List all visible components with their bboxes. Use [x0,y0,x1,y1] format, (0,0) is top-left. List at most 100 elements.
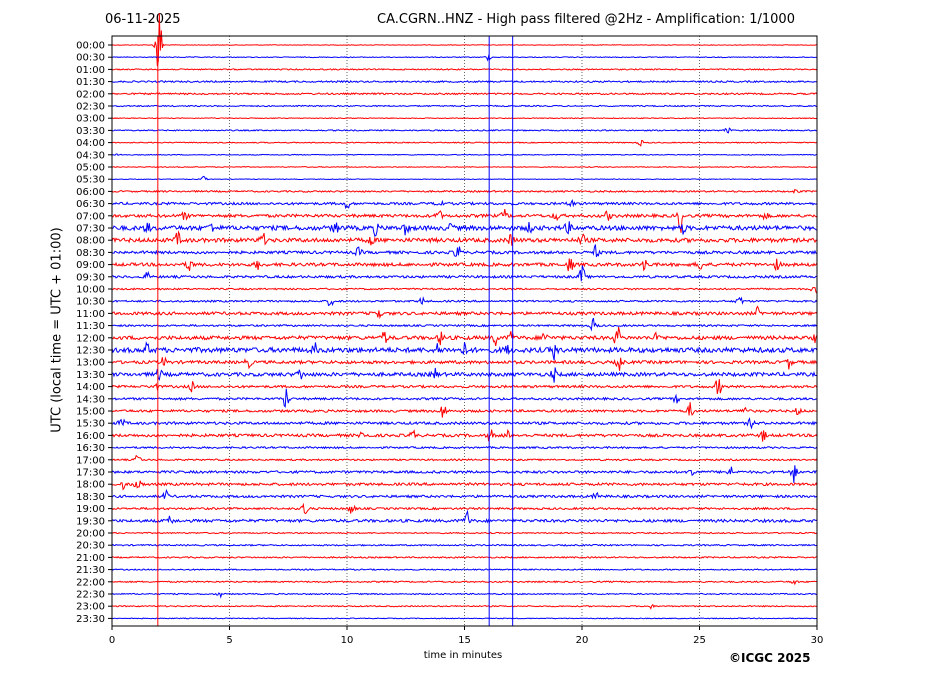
trace-0430 [111,153,818,157]
trace-1500 [111,402,818,418]
trace-1530 [111,417,818,430]
y-tick-label: 05:30 [76,175,105,186]
trace-2000 [111,531,818,535]
y-tick-label: 14:00 [76,382,105,393]
y-tick-label: 14:30 [76,394,105,405]
trace-1330 [111,367,818,383]
trace-1900 [111,502,818,515]
y-tick-label: 12:30 [76,346,105,357]
trace-1130 [111,317,818,332]
trace-1700 [111,454,818,462]
x-tick-label: 30 [811,635,824,646]
trace-0200 [111,92,818,96]
y-tick-label: 07:00 [76,211,105,222]
trace-1800 [111,480,818,491]
trace-1730 [111,465,818,483]
y-tick-label: 01:30 [76,77,105,88]
y-tick-label: 18:30 [76,492,105,503]
trace-0500 [111,165,818,168]
trace-2200 [111,579,818,586]
trace-1100 [111,305,818,320]
y-tick-label: 13:30 [76,370,105,381]
trace-1630 [111,445,818,450]
trace-1400 [111,379,818,394]
y-tick-label: 19:30 [76,516,105,527]
y-tick-label: 15:30 [76,419,105,430]
y-tick-label: 04:00 [76,138,105,149]
y-tick-label: 10:00 [76,285,105,296]
y-tick-label: 02:30 [76,102,105,113]
trace-0800 [111,230,818,246]
y-tick-label: 21:00 [76,553,105,564]
trace-0230 [111,104,818,108]
trace-1830 [111,488,818,500]
y-tick-label: 17:30 [76,468,105,479]
trace-0130 [111,79,818,84]
y-tick-label: 03:00 [76,114,105,125]
y-tick-label: 09:00 [76,260,105,271]
y-tick-label: 13:00 [76,358,105,369]
trace-1600 [111,428,818,442]
y-tick-label: 18:00 [76,480,105,491]
trace-0100 [111,68,818,71]
y-tick-label: 00:00 [76,41,105,52]
y-tick-label: 09:30 [76,272,105,283]
x-tick-label: 10 [341,635,354,646]
trace-2100 [111,555,818,559]
y-tick-label: 07:30 [76,224,105,235]
y-tick-label: 20:00 [76,529,105,540]
trace-2300 [111,603,818,610]
trace-2130 [111,568,818,571]
y-tick-label: 01:00 [76,65,105,76]
trace-0300 [111,117,818,120]
y-tick-label: 08:30 [76,248,105,259]
y-tick-label: 05:00 [76,163,105,174]
y-tick-label: 10:30 [76,297,105,308]
trace-0930 [111,265,818,282]
copyright-label: ©ICGC 2025 [729,651,811,665]
date-label: 06-11-2025 [105,12,181,27]
y-tick-label: 11:00 [76,309,105,320]
trace-0330 [111,127,818,134]
y-tick-label: 23:30 [76,614,105,625]
trace-0630 [111,199,818,210]
y-tick-label: 17:00 [76,455,105,466]
trace-0700 [111,209,818,233]
y-tick-label: 22:30 [76,590,105,601]
x-tick-label: 15 [458,635,471,646]
y-tick-label: 21:30 [76,565,105,576]
trace-0730 [111,221,818,237]
trace-0830 [111,244,818,258]
trace-1000 [111,286,818,294]
y-tick-label: 19:00 [76,504,105,515]
y-tick-label: 06:00 [76,187,105,198]
trace-0900 [111,258,818,272]
x-axis-label: time in minutes [423,650,503,661]
trace-0000 [111,13,818,67]
trace-0600 [111,188,818,194]
trace-1030 [111,296,818,307]
y-tick-label: 03:30 [76,126,105,137]
x-tick-label: 20 [576,635,589,646]
y-tick-label: 04:30 [76,150,105,161]
y-tick-label: 06:30 [76,199,105,210]
y-tick-label: 15:00 [76,407,105,418]
y-tick-label: 02:00 [76,89,105,100]
trace-2330 [111,617,818,620]
y-tick-label: 12:00 [76,333,105,344]
trace-2030 [111,543,818,547]
y-tick-label: 08:00 [76,236,105,247]
y-tick-label: 16:00 [76,431,105,442]
y-tick-label: 23:00 [76,602,105,613]
y-tick-label: 20:30 [76,541,105,552]
x-tick-label: 5 [226,635,232,646]
y-tick-label: 11:30 [76,321,105,332]
trace-1230 [111,340,818,361]
trace-1430 [111,388,818,408]
y-tick-label: 00:30 [76,53,105,64]
x-tick-label: 0 [109,635,115,646]
y-tick-label: 16:30 [76,443,105,454]
trace-1930 [111,509,818,524]
trace-0030 [111,53,818,62]
